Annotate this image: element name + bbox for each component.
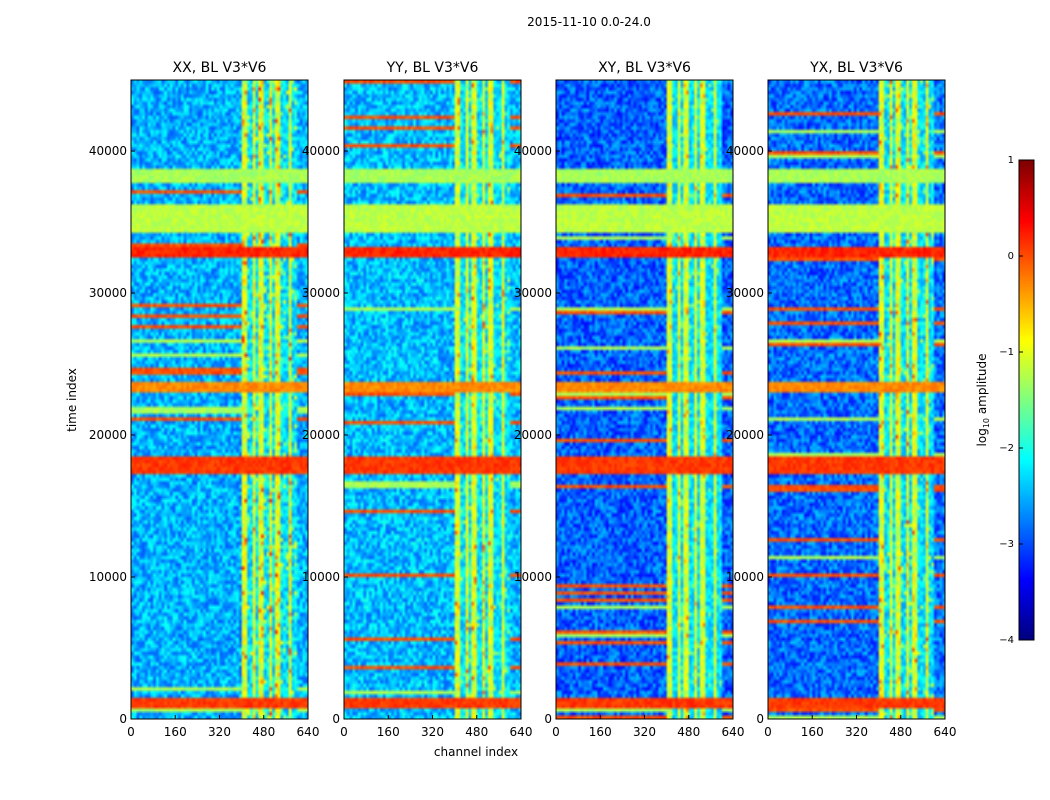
colorbar-tick-label: −1 <box>999 347 1014 358</box>
y-tick-label: 40000 <box>726 144 764 158</box>
colorbar-tick-label: 1 <box>1008 155 1014 166</box>
y-axis-label: time index <box>65 368 79 432</box>
y-tick-label: 20000 <box>89 428 127 442</box>
y-tick-label: 10000 <box>726 570 764 584</box>
x-tick-label: 320 <box>633 725 656 739</box>
colorbar-label: log10 amplitude <box>975 354 991 447</box>
y-tick-label: 20000 <box>726 428 764 442</box>
y-tick-label: 0 <box>332 712 340 726</box>
panel-1: XX, BL V3*V6 0 160 320 480 640 0 10000 20000 3000… <box>89 60 320 739</box>
colorbar-tick-label: 0 <box>1008 251 1014 262</box>
y-tick-label: 0 <box>544 712 552 726</box>
panel-title: YX, BL V3*V6 <box>809 60 903 76</box>
colorbar-label-rest: amplitude <box>975 354 989 418</box>
x-tick-label: 640 <box>934 725 957 739</box>
panel-title: YY, BL V3*V6 <box>386 60 479 76</box>
colorbar-tick-label: −4 <box>999 635 1014 646</box>
heatmap-image <box>344 80 521 719</box>
y-tick-label: 20000 <box>514 428 552 442</box>
y-tick-label: 0 <box>756 712 764 726</box>
y-tick-label: 40000 <box>89 144 127 158</box>
x-tick-label: 0 <box>552 725 560 739</box>
colorbar-tick-label: −3 <box>999 539 1014 550</box>
y-tick-label: 0 <box>119 712 127 726</box>
x-tick-label: 480 <box>252 725 275 739</box>
x-tick-label: 480 <box>465 725 488 739</box>
x-tick-label: 320 <box>845 725 868 739</box>
panel-3: XY, BL V3*V6 0 160 320 480 640 0 10000 20000 3000… <box>514 60 745 739</box>
colorbar-gradient <box>1019 160 1034 640</box>
panel-4: YX, BL V3*V6 0 160 320 480 640 0 10000 20000 3000… <box>726 60 957 739</box>
x-tick-label: 640 <box>297 725 320 739</box>
heatmap-image <box>131 80 308 719</box>
y-tick-label: 30000 <box>514 286 552 300</box>
y-tick-label: 10000 <box>89 570 127 584</box>
y-tick-label: 40000 <box>302 144 340 158</box>
x-tick-label: 0 <box>764 725 772 739</box>
y-tick-label: 30000 <box>89 286 127 300</box>
x-tick-label: 160 <box>377 725 400 739</box>
y-tick-label: 20000 <box>302 428 340 442</box>
panel-title: XY, BL V3*V6 <box>598 60 691 76</box>
x-tick-label: 480 <box>677 725 700 739</box>
x-tick-label: 0 <box>340 725 348 739</box>
y-tick-label: 30000 <box>726 286 764 300</box>
heatmap-image <box>556 80 733 719</box>
colorbar: 1 0 −1 −2 −3 −4 <box>999 155 1035 646</box>
x-tick-label: 160 <box>589 725 612 739</box>
y-tick-label: 30000 <box>302 286 340 300</box>
panel-title: XX, BL V3*V6 <box>173 60 267 76</box>
x-tick-label: 160 <box>164 725 187 739</box>
panels: XX, BL V3*V6 0 160 320 480 640 0 10000 20000 3000… <box>89 60 957 739</box>
panel-2: YY, BL V3*V6 0 160 320 480 640 0 10000 20000 3000… <box>302 60 533 739</box>
heatmap-image <box>768 80 945 719</box>
x-tick-label: 480 <box>889 725 912 739</box>
x-tick-label: 0 <box>127 725 135 739</box>
x-tick-label: 320 <box>421 725 444 739</box>
x-tick-label: 160 <box>801 725 824 739</box>
x-axis-label: channel index <box>434 745 518 759</box>
colorbar-label-main: log <box>975 428 989 446</box>
colorbar-frame <box>1018 159 1035 641</box>
colorbar-tick-label: −2 <box>999 443 1014 454</box>
figure-title: 2015-11-10 0.0-24.0 <box>527 15 651 29</box>
y-tick-label: 40000 <box>514 144 552 158</box>
x-tick-label: 640 <box>510 725 533 739</box>
y-tick-label: 10000 <box>514 570 552 584</box>
colorbar-label-sub: 10 <box>982 418 991 428</box>
x-tick-label: 640 <box>722 725 745 739</box>
x-tick-label: 320 <box>208 725 231 739</box>
y-tick-label: 10000 <box>302 570 340 584</box>
